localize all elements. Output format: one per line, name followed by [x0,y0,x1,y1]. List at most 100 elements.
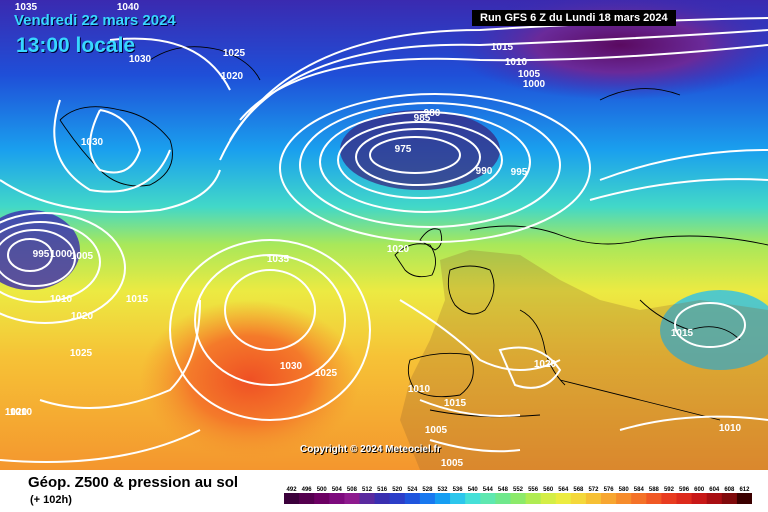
scale-tick-label: 556 [528,487,539,493]
color-swatch [359,493,376,504]
scale-tick-label: 520 [392,487,403,493]
color-swatch [555,493,572,504]
scale-tick-label: 560 [543,487,554,493]
color-swatch [495,493,511,504]
isobar-label: 1010 [505,57,528,68]
scale-tick-label: 592 [664,487,675,493]
color-swatch [691,493,708,504]
isobar-label: 1010 [10,407,33,418]
color-swatch [314,493,330,504]
scale-tick-label: 608 [724,487,735,493]
color-swatch [721,493,738,504]
color-swatch [344,493,360,504]
color-swatch [480,493,496,504]
scale-tick-label: 548 [498,487,509,493]
forecast-offset: (+ 102h) [30,494,72,506]
scale-tick-label: 580 [619,487,630,493]
scale-tick-label: 576 [604,487,615,493]
isobar-label: 1025 [223,48,246,59]
isobar-label: 1015 [671,328,694,339]
color-swatch [601,493,617,504]
forecast-time: 13:00 locale [16,34,136,57]
scale-tick-label: 540 [468,487,479,493]
copyright-notice: Copyright © 2024 Meteociel.fr [300,444,441,455]
scale-tick-label: 612 [739,487,750,493]
weather-map: 1035 104010251030102010301015101010051000… [0,0,768,470]
color-swatch [510,493,527,504]
color-swatch [585,493,602,504]
isobar-label: 1025 [70,348,93,359]
isobar-label: 1015 [491,42,514,53]
isobar-label: 1010 [719,423,742,434]
isobar-label: 985 [414,113,431,124]
scale-tick-label: 512 [362,487,373,493]
isobar-label: 1020 [221,71,244,82]
forecast-date: Vendredi 22 mars 2024 [14,12,176,29]
isobar-label: 995 [33,249,50,260]
color-swatch [299,493,315,504]
isobar-label: 995 [511,167,528,178]
scale-tick-label: 544 [483,487,494,493]
color-swatch [706,493,723,504]
isobar-label: 1030 [280,361,303,372]
isobar-label: 975 [395,144,412,155]
isobar-label: 1015 [126,294,149,305]
isobar-labels: 1035 104010251030102010301015101010051000… [5,2,742,469]
scale-tick-label: 532 [438,487,449,493]
isobar-label: 1030 [81,137,104,148]
isobar-label: 1005 [518,69,541,80]
color-swatch [419,493,436,504]
run-info: Run GFS 6 Z du Lundi 18 mars 2024 [472,10,676,26]
isobar-label: 1015 [444,398,467,409]
color-swatch [404,493,421,504]
color-swatch [570,493,587,504]
scale-tick-label: 524 [407,487,418,493]
isobar-label: 1020 [5,407,28,418]
isobar-label: 1020 [387,244,410,255]
color-swatch [525,493,542,504]
isobar-label: 1010 [50,294,73,305]
scale-tick-label: 572 [588,487,599,493]
isobars [0,17,768,463]
scale-tick-label: 536 [453,487,464,493]
scale-tick-label: 596 [679,487,690,493]
isobar-label: 1010 [408,384,431,395]
legend-panel: Géop. Z500 & pression au sol (+ 102h) [0,470,768,512]
isobar-label: 980 [424,108,441,119]
color-scale: 492 496 500 504 508 512 516 520 524 528 532 536 540 5… [284,487,752,504]
color-swatch [450,493,466,504]
isobar-label: 1005 [425,425,448,436]
isobar-label: 1000 [523,79,546,90]
scale-tick-label: 604 [709,487,720,493]
scale-tick-label: 588 [649,487,660,493]
isobar-label: 990 [476,166,493,177]
isobar-label: 1005 [71,251,94,262]
color-swatch [736,493,752,504]
scale-tick-label: 552 [513,487,524,493]
color-swatch [661,493,678,504]
color-swatch [434,493,451,504]
isobar-label: 1025 [315,368,338,379]
scale-tick-label: 516 [377,487,388,493]
isobar-label: 1005 [441,458,464,469]
isobar-label: 1040 [117,2,140,13]
chart-title: Géop. Z500 & pression au sol [28,474,239,491]
scale-tick-label: 496 [302,487,313,493]
scale-tick-label: 500 [317,487,328,493]
isobar-label: 1020 [71,311,94,322]
isobar-label: 1020 [534,359,557,370]
scale-tick-label: 504 [332,487,343,493]
scale-tick-label: 568 [573,487,584,493]
scale-tick-label: 564 [558,487,569,493]
isobar-label: 1030 [129,54,152,65]
isobar-label: 1035 [15,2,38,13]
scale-tick-label: 492 [287,487,298,493]
color-swatch [540,493,557,504]
color-swatch [616,493,632,504]
scale-tick-label: 584 [634,487,645,493]
isobar-label: 1000 [50,249,73,260]
color-swatch [329,493,345,504]
color-swatch [465,493,481,504]
isobar-label: 1035 [267,254,290,265]
color-swatch [284,493,300,504]
